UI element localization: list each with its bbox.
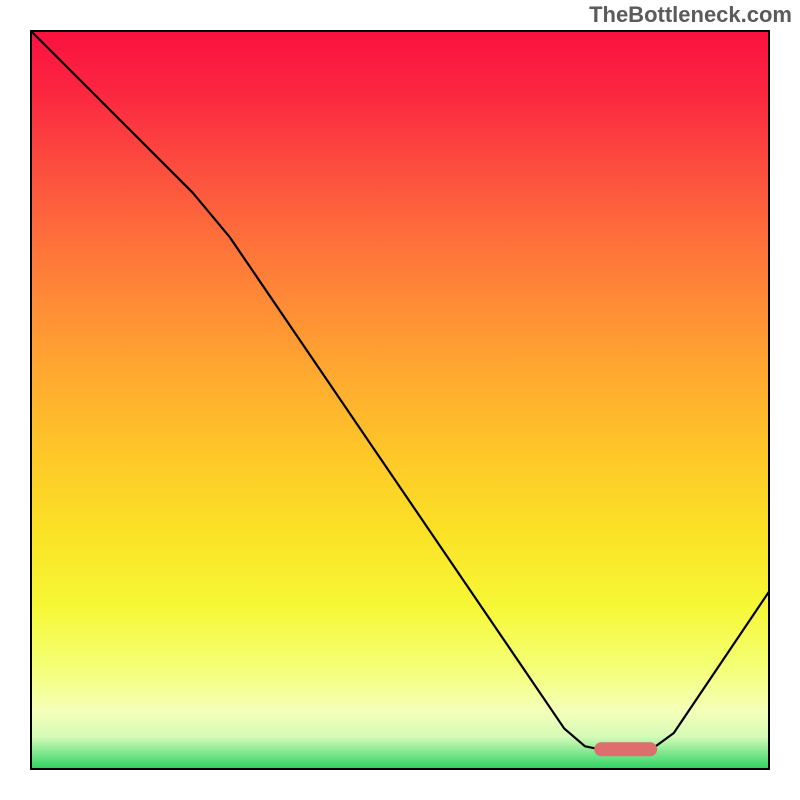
chart-svg: [30, 30, 770, 770]
plot-area: [30, 30, 770, 770]
optimal-marker: [594, 742, 657, 756]
chart-container: TheBottleneck.com: [0, 0, 800, 800]
watermark-text: TheBottleneck.com: [589, 2, 792, 28]
